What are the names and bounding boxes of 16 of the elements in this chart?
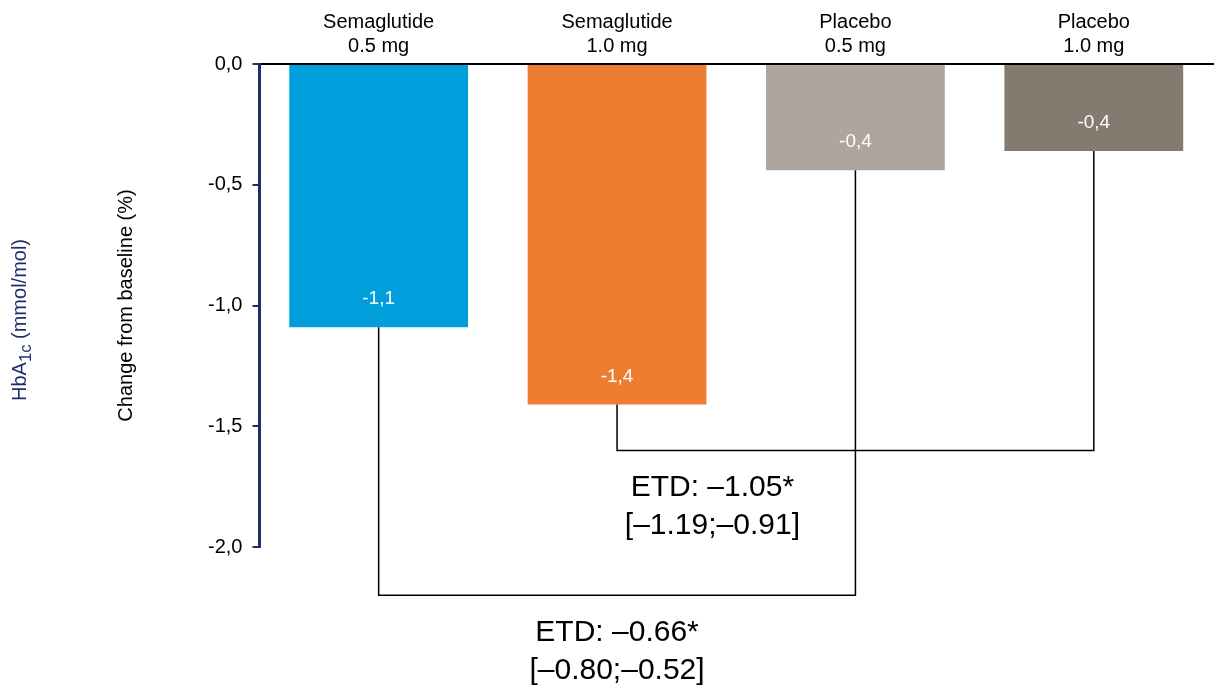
data-label: -0,4: [839, 130, 873, 152]
y-tick-label: -1,0: [207, 293, 243, 316]
x-tick-label: Placebo 0.5 mg: [819, 9, 892, 56]
text: ETD: –0.66* [–0.80;–0.52]: [529, 613, 705, 685]
x-tick-label: Semaglutide 0.5 mg: [323, 9, 435, 56]
data-label: -0,4: [1077, 111, 1111, 133]
y-tick-label: -2,0: [207, 534, 243, 557]
y-axis-title: Change from baseline (%): [113, 189, 136, 422]
annotation: ETD: –1.05* [–1.19;–0.91]: [624, 468, 800, 540]
y-tick-label: -1,5: [207, 413, 243, 436]
x-tick-label: Placebo 1.0 mg: [1057, 9, 1130, 56]
x-tick-label: Semaglutide 1.0 mg: [561, 9, 673, 56]
y-tick-label: 0,0: [214, 51, 243, 74]
data-label: -1,4: [600, 364, 634, 386]
y-tick-label: -0,5: [207, 172, 243, 195]
data-label: -1,1: [362, 287, 396, 309]
